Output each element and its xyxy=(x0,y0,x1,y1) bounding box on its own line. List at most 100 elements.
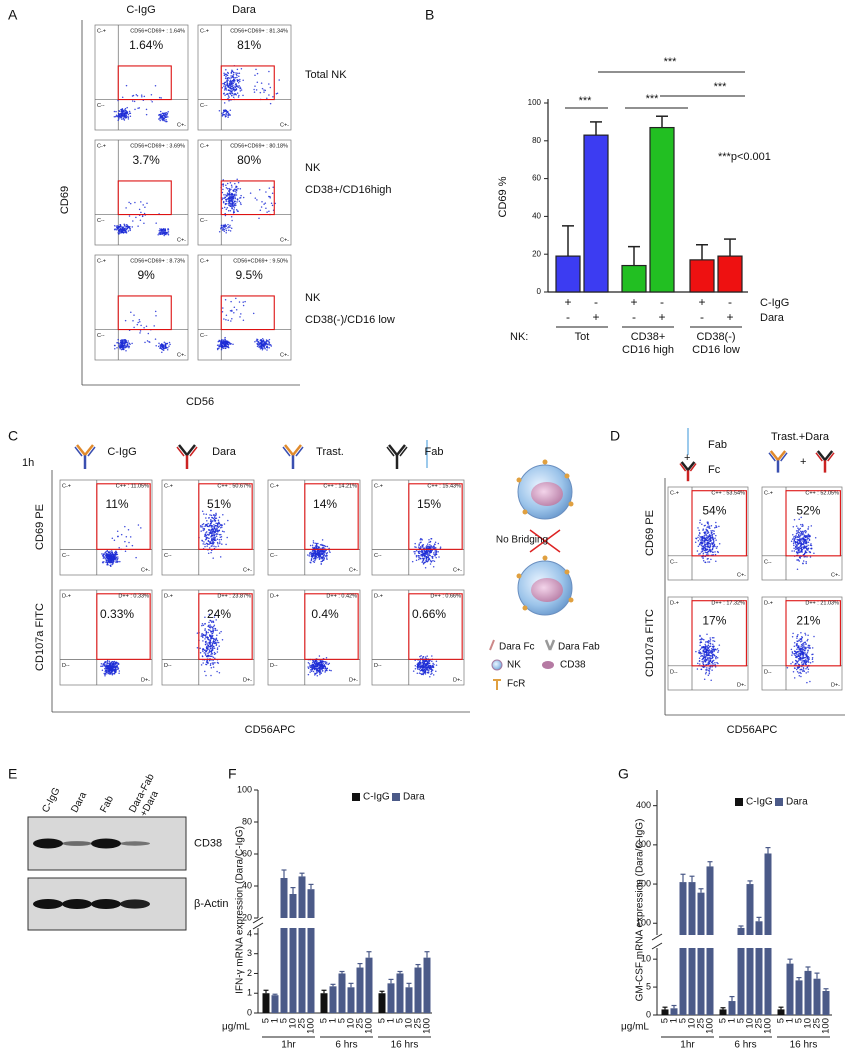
cell-dot xyxy=(163,344,165,347)
cell-dot xyxy=(706,633,708,635)
cell-dot xyxy=(705,671,707,674)
label: D-+ xyxy=(270,593,279,599)
cell-dot xyxy=(215,545,217,548)
antibody-icon xyxy=(74,446,83,457)
cell-dot xyxy=(242,301,244,303)
cell-dot xyxy=(131,226,134,228)
cell-dot xyxy=(215,514,217,517)
cell-dot xyxy=(710,679,712,681)
cell-dot xyxy=(231,75,234,78)
cell-dot xyxy=(712,539,715,541)
cell-dot xyxy=(708,561,711,563)
cell-dot xyxy=(165,342,168,345)
cell-dot xyxy=(703,655,705,658)
cell-dot xyxy=(802,540,804,542)
cell-dot xyxy=(205,663,207,666)
cell-dot xyxy=(123,342,126,344)
cell-dot xyxy=(164,112,166,115)
label: D+- xyxy=(243,677,252,683)
cell-dot xyxy=(229,109,232,111)
cell-dot xyxy=(117,119,119,122)
cell-dot xyxy=(201,655,204,658)
cell-dot xyxy=(804,632,806,635)
label: C xyxy=(8,428,18,444)
cell-dot xyxy=(119,348,121,350)
cell-dot xyxy=(204,653,207,655)
cell-dot xyxy=(213,651,216,654)
cell-dot xyxy=(413,551,415,553)
cell-dot xyxy=(714,661,716,664)
cell-dot xyxy=(206,637,209,639)
cell-dot xyxy=(224,203,227,206)
label: CD38+/CD16high xyxy=(305,184,392,196)
cell-dot xyxy=(153,325,155,327)
cell-dot xyxy=(206,523,208,526)
cell-dot xyxy=(231,318,233,320)
cell-dot xyxy=(227,193,229,195)
cell-dot xyxy=(421,550,424,552)
cell-dot xyxy=(119,232,122,234)
cell-dot xyxy=(716,661,718,664)
cell-dot xyxy=(803,657,805,659)
label: C+- xyxy=(349,567,358,573)
cell-dot xyxy=(200,664,203,666)
cell-dot xyxy=(697,527,699,529)
cell-dot xyxy=(313,557,316,559)
cell-dot xyxy=(121,341,124,343)
cell-dot xyxy=(227,97,229,100)
cell-dot xyxy=(256,338,259,341)
cell-dot xyxy=(215,528,218,530)
cell-dot xyxy=(698,651,700,654)
label: NK xyxy=(305,292,321,304)
cell-dot xyxy=(229,200,232,203)
label: C-IgG xyxy=(107,446,136,458)
cell-dot xyxy=(806,556,808,558)
cell-dot xyxy=(803,644,805,646)
cell-dot xyxy=(232,198,235,200)
cell-dot xyxy=(261,201,263,203)
cell-dot xyxy=(315,664,318,666)
cell-dot xyxy=(229,191,231,194)
cell-dot xyxy=(318,655,321,657)
cell-dot xyxy=(424,553,427,555)
cell-dot xyxy=(805,562,807,565)
cell-dot xyxy=(268,83,270,85)
cell-dot xyxy=(805,540,808,543)
gate xyxy=(96,483,151,550)
cell-dot xyxy=(319,670,321,673)
plot-frame xyxy=(267,589,361,686)
label: 11% xyxy=(105,497,128,511)
cell-dot xyxy=(422,666,424,668)
cell-dot xyxy=(227,114,230,117)
cell-dot xyxy=(813,552,815,555)
cell-dot xyxy=(117,556,119,558)
cell-dot xyxy=(236,85,239,87)
cell-dot xyxy=(228,77,231,79)
bar xyxy=(583,134,609,293)
cell-dot xyxy=(155,222,157,224)
cell-dot xyxy=(435,551,438,553)
label: 1 xyxy=(247,988,252,998)
cell-dot xyxy=(209,542,211,544)
cell-dot xyxy=(805,560,807,563)
cell-dot xyxy=(699,644,701,647)
cell-dot xyxy=(125,114,128,116)
cell-dot xyxy=(216,647,219,649)
cell-dot xyxy=(108,552,111,554)
cell-dot xyxy=(808,538,811,541)
cell-dot xyxy=(429,554,431,557)
cell-dot xyxy=(800,631,802,634)
plot-frame xyxy=(59,479,153,576)
antibody-icon xyxy=(178,444,188,456)
cell-dot xyxy=(212,662,215,664)
cell-dot xyxy=(704,537,706,539)
cell-dot xyxy=(127,230,130,232)
cell-dot xyxy=(801,668,803,671)
cell-dot xyxy=(805,659,807,661)
cell-dot xyxy=(419,667,422,669)
cell-dot xyxy=(718,543,721,545)
cell-dot xyxy=(229,182,232,184)
cell-dot xyxy=(125,225,127,228)
label: C+- xyxy=(141,567,150,573)
cell-dot xyxy=(708,534,711,536)
